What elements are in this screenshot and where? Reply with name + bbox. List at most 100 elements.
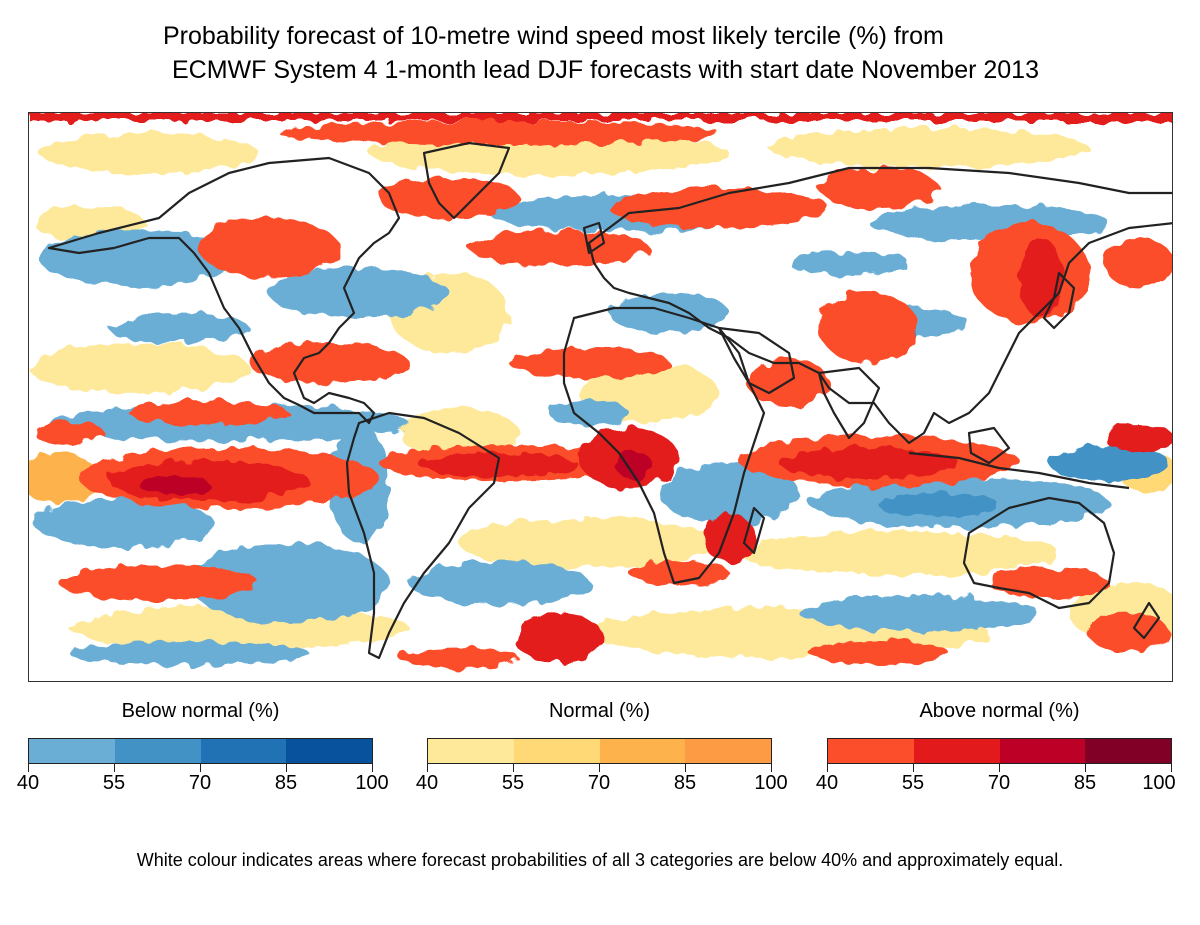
tick-label: 100 (1142, 772, 1176, 794)
region-above (199, 218, 339, 278)
region-above (469, 230, 649, 266)
tick-label: 40 (815, 772, 839, 794)
region-above-high (616, 451, 652, 479)
coastline-eurasia (587, 166, 1172, 445)
tick-label: 40 (16, 772, 40, 794)
region-normal (769, 128, 1089, 168)
tick-label: 70 (987, 772, 1011, 794)
tick-mark (999, 764, 1000, 772)
coastline-new-zealand (1132, 601, 1161, 640)
tick-mark (513, 764, 514, 772)
region-above (609, 188, 829, 228)
tick-marks (28, 764, 373, 774)
region-above (809, 641, 949, 665)
arctic-above-band (29, 113, 1172, 121)
tick-mark (286, 764, 287, 772)
title-line-2: ECMWF System 4 1-month lead DJF forecast… (172, 56, 1039, 84)
footnote: White colour indicates areas where forec… (136, 850, 1064, 870)
tick-label: 85 (1073, 772, 1097, 794)
tick-mark (599, 764, 600, 772)
tick-mark (372, 764, 373, 772)
coastline-india (817, 366, 881, 440)
legend-title: Below normal (%) (121, 700, 280, 722)
color-bar (827, 738, 1172, 764)
coastline-madagascar (742, 506, 766, 555)
region-above (749, 358, 829, 408)
region-below (109, 313, 249, 343)
region-below (189, 543, 389, 623)
region-above-mid (419, 453, 579, 477)
tick-mark (771, 764, 772, 772)
coastline-indonesia (908, 451, 1130, 490)
tick-label: 85 (673, 772, 697, 794)
region-above-mid (1104, 424, 1172, 452)
region-normal (459, 518, 719, 568)
region-above (819, 168, 939, 208)
region-normal (29, 343, 249, 393)
tick-mark (827, 764, 828, 772)
color-swatch (999, 739, 1086, 763)
tick-mark (200, 764, 201, 772)
color-bar (28, 738, 373, 764)
region-above (34, 421, 104, 445)
tick-label: 55 (901, 772, 925, 794)
color-swatch (599, 739, 686, 763)
tick-mark (114, 764, 115, 772)
region-above (819, 293, 919, 363)
tick-label: 100 (754, 772, 788, 794)
region-normal-high (29, 453, 99, 503)
tick-mark (1171, 764, 1172, 772)
color-swatch (685, 739, 771, 763)
coastline-north-america (47, 156, 401, 425)
probability-field (29, 113, 1172, 668)
region-above (399, 648, 519, 668)
coastline-greenland (422, 141, 511, 220)
region-below (789, 251, 909, 275)
color-swatch (200, 739, 287, 763)
region-above-mid (779, 447, 959, 479)
region-above (989, 568, 1109, 598)
region-below (799, 595, 1039, 631)
region-above-mid (514, 613, 604, 663)
coastlines (47, 141, 1172, 660)
tick-marks (827, 764, 1172, 774)
region-normal (39, 133, 259, 173)
region-above (629, 561, 729, 585)
region-above (129, 401, 289, 425)
legend-title: Above normal (%) (919, 700, 1080, 722)
tick-label: 100 (355, 772, 389, 794)
region-above (59, 565, 259, 601)
region-above (509, 348, 669, 378)
color-swatch (513, 739, 600, 763)
color-swatch (1085, 739, 1171, 763)
coastline-japan (1042, 271, 1076, 330)
coastline-south-america (345, 411, 501, 660)
coastline-australia (962, 496, 1116, 610)
world-probability-map (28, 112, 1173, 682)
legend-title: Normal (%) (548, 700, 651, 722)
region-below (39, 230, 239, 286)
coastline-borneo (967, 426, 1011, 465)
region-below (34, 498, 214, 548)
tick-mark (913, 764, 914, 772)
region-above (249, 343, 409, 383)
region-below (269, 268, 449, 318)
color-swatch (29, 739, 115, 763)
tick-mark (427, 764, 428, 772)
coastline-uk (582, 221, 606, 255)
coastline-africa (562, 306, 766, 585)
tick-mark (685, 764, 686, 772)
tick-label: 70 (188, 772, 212, 794)
color-swatch (286, 739, 372, 763)
region-above (1104, 238, 1172, 288)
tick-label: 55 (501, 772, 525, 794)
color-swatch (828, 739, 914, 763)
region-above-high (139, 475, 209, 495)
region-below (659, 463, 799, 523)
color-swatch (114, 739, 201, 763)
color-swatch (428, 739, 514, 763)
color-swatch (913, 739, 1000, 763)
region-above-mid (1019, 238, 1063, 318)
tick-label: 40 (415, 772, 439, 794)
tick-mark (1085, 764, 1086, 772)
